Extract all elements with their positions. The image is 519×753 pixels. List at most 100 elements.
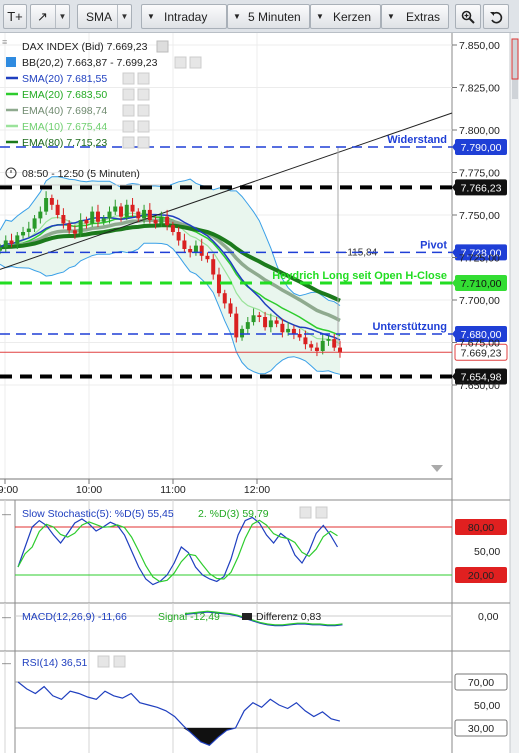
candle xyxy=(303,337,308,345)
candle xyxy=(153,220,158,224)
chevron-down-icon: ▼ xyxy=(233,12,241,21)
rsi-30-label: 30,00 xyxy=(468,723,494,735)
candle xyxy=(216,274,221,294)
undo-icon xyxy=(490,11,503,23)
candle xyxy=(165,216,170,226)
candle xyxy=(21,232,26,236)
candle xyxy=(257,315,262,317)
candle xyxy=(170,225,175,232)
stochastic-label: Slow Stochastic(5): %D(5) 55,45 xyxy=(22,508,174,520)
candle xyxy=(291,328,296,334)
macd-label: MACD(12,26,9) -11,66 xyxy=(22,611,127,623)
bb-color-swatch xyxy=(6,57,16,67)
extras-dropdown[interactable]: ▼ Extras xyxy=(381,4,449,29)
candle xyxy=(9,240,14,244)
interval-label: 5 Minuten xyxy=(248,9,301,24)
trend-line xyxy=(0,112,453,270)
rsi-70-label: 70,00 xyxy=(468,677,494,689)
zoom-icon xyxy=(461,10,475,24)
time-axis: 09:00 10:00 11:00 12:00 xyxy=(0,478,452,496)
candle xyxy=(136,211,141,219)
widerstand-price-arrow xyxy=(452,142,456,152)
widerstand-price-box xyxy=(455,139,507,155)
range-dropdown[interactable]: ▼ Intraday xyxy=(141,4,227,29)
rsi-line xyxy=(17,681,341,746)
text-tool-label: T+ xyxy=(7,9,23,24)
candle xyxy=(320,340,325,351)
chart-area[interactable]: -115,84 Widerstand 7.790,00 7.766,23 Pivot 7… xyxy=(0,33,519,753)
pivot-price-value: 7.728,00 xyxy=(461,247,502,259)
zoom-button[interactable] xyxy=(455,4,481,29)
current-price-box xyxy=(454,343,508,361)
black-top-price-box xyxy=(455,179,507,196)
legend-instrument: DAX INDEX (Bid) 7.669,23 xyxy=(22,41,148,53)
indicator-dropdown[interactable]: SMA ▼ xyxy=(77,4,132,29)
levels: Widerstand 7.790,00 7.766,23 Pivot 7.728,00 H… xyxy=(0,134,508,472)
rsi-pin-icon: — xyxy=(2,658,11,668)
macd-pane: 0,00 MACD(12,26,9) -11,66 Signal -12,49 … xyxy=(0,602,510,651)
unterstuetzung-price-box xyxy=(455,326,507,342)
price-axis: 7.850,00 7.825,00 7.800,00 7.775,00 7.750,00… xyxy=(452,40,500,392)
text-tool-button[interactable]: T+ xyxy=(3,4,27,29)
chart-type-dropdown[interactable]: ▼ Kerzen xyxy=(310,4,381,29)
candle xyxy=(309,344,314,348)
price-tick-label: 7.675,00 xyxy=(459,338,500,350)
candle xyxy=(228,303,233,314)
price-tick-label: 7.850,00 xyxy=(459,40,500,52)
macd-signal-label: Signal -12,49 xyxy=(158,611,220,623)
heydrich-price-arrow xyxy=(452,278,456,288)
candle xyxy=(119,206,124,217)
candle xyxy=(38,211,43,219)
macd-signal-line xyxy=(184,610,343,626)
settings-icon[interactable] xyxy=(156,40,169,53)
candle xyxy=(90,211,95,224)
candle xyxy=(72,230,77,234)
price-tick-label: 7.775,00 xyxy=(459,168,500,180)
time-tick-label: 10:00 xyxy=(76,484,102,496)
rsi-pane: 70,00 30,00 50,00 RSI(14) 36,51 — xyxy=(0,650,510,753)
stoch-d-line xyxy=(17,516,339,586)
price-tick-label: 7.725,00 xyxy=(459,253,500,265)
chevron-down-icon: ▼ xyxy=(147,12,155,21)
candle xyxy=(251,315,256,323)
candle xyxy=(188,249,193,253)
price-tick-label: 7.800,00 xyxy=(459,125,500,137)
legend-controls[interactable] xyxy=(122,56,202,149)
price-tick-label: 7.700,00 xyxy=(459,295,500,307)
indicator-lines: -115,84 xyxy=(0,112,453,375)
candle xyxy=(124,204,129,217)
candle xyxy=(211,259,216,275)
rsi-close[interactable] xyxy=(113,655,126,668)
extras-label: Extras xyxy=(406,9,441,24)
stoch-80-label: 80,00 xyxy=(468,522,494,534)
stochastic-label2: 2. %D(3) 59,79 xyxy=(198,508,269,520)
undo-button[interactable] xyxy=(483,4,509,29)
candle xyxy=(101,218,106,222)
stochastic-settings[interactable] xyxy=(299,506,312,519)
sma20-line xyxy=(0,213,341,341)
price-tick-label: 7.650,00 xyxy=(459,380,500,392)
bollinger-lower-line xyxy=(0,242,341,375)
stochastic-close[interactable] xyxy=(315,506,328,519)
rsi-70-box xyxy=(454,673,508,691)
legend: ≡ DAX INDEX (Bid) 7.669,23 BB(20,2) 7.66… xyxy=(0,37,202,186)
chevron-down-icon: ▼ xyxy=(316,12,324,21)
rsi-settings[interactable] xyxy=(97,655,110,668)
interval-dropdown[interactable]: ▼ 5 Minuten xyxy=(227,4,310,29)
time-tick-label: 12:00 xyxy=(244,484,270,496)
candle xyxy=(297,334,302,338)
price-tick-label: 7.825,00 xyxy=(459,83,500,95)
widerstand-price-value: 7.790,00 xyxy=(461,142,502,154)
candles xyxy=(0,191,342,358)
rsi-50-label: 50,00 xyxy=(474,700,500,712)
candle xyxy=(142,209,147,219)
candle xyxy=(268,320,273,328)
pivot-label: Pivot xyxy=(420,239,447,251)
draw-tool-button[interactable]: ↗ ▼ xyxy=(30,4,70,29)
candle xyxy=(176,232,181,241)
candle xyxy=(274,320,279,324)
stoch-20-label: 20,00 xyxy=(468,570,494,582)
black-bottom-price-box xyxy=(455,368,507,385)
ema80-line xyxy=(0,223,341,303)
pin-icon: ≡ xyxy=(2,37,7,47)
